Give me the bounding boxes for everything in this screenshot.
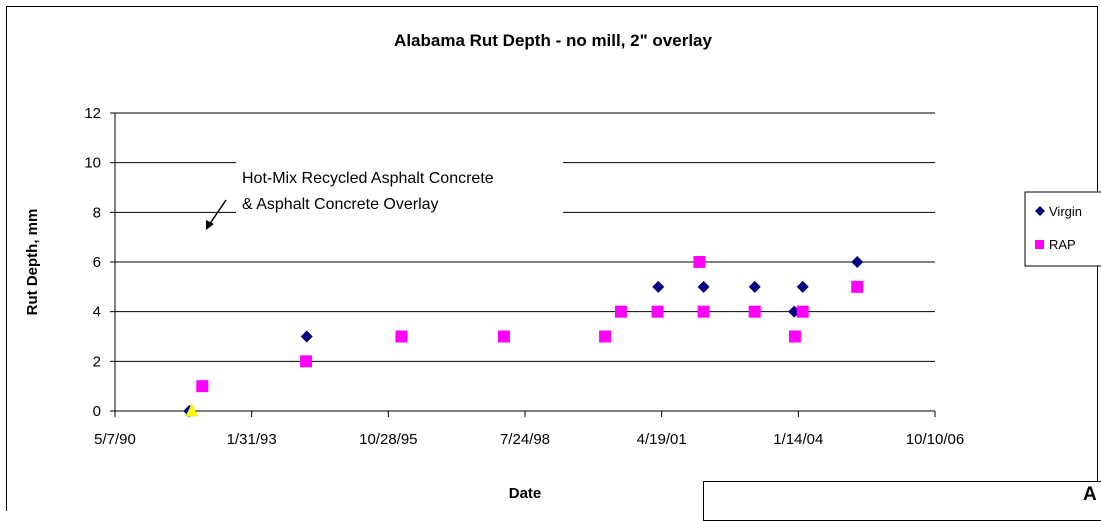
y-tick-label: 8 [93, 204, 101, 221]
data-point-rap [395, 330, 408, 343]
y-tick-label: 4 [93, 304, 101, 321]
data-point-rap [196, 380, 209, 393]
data-point-rap [599, 330, 612, 343]
y-tick-label: 10 [84, 155, 101, 172]
y-tick-label: 0 [93, 403, 101, 420]
x-tick-label: 1/14/04 [773, 431, 823, 448]
y-tick-label: 6 [93, 254, 101, 271]
data-point-rap [651, 305, 664, 318]
y-axis-title: Rut Depth, mm [24, 209, 41, 316]
annotation-line-1: Hot-Mix Recycled Asphalt Concrete [242, 170, 494, 187]
x-tick-label: 1/31/93 [227, 431, 277, 448]
x-tick-label: 4/19/01 [637, 431, 687, 448]
data-point-virgin [851, 256, 864, 268]
annotation-arrow-head [206, 220, 214, 230]
chart-title: Alabama Rut Depth - no mill, 2" overlay [394, 31, 712, 50]
x-tick-label: 7/24/98 [500, 431, 550, 448]
y-ticks: 0 2 4 6 8 10 12 [84, 105, 115, 420]
annotation: Hot-Mix Recycled Asphalt Concrete & Asph… [206, 160, 563, 230]
data-point-rap [748, 305, 761, 318]
data-point-rap [693, 256, 706, 268]
chart-area [6, 6, 1098, 511]
data-point-rap [614, 305, 627, 318]
data-point-virgin [697, 280, 710, 293]
legend: Virgin RAP [1024, 191, 1101, 267]
data-point-triangle [185, 403, 199, 417]
data-point-rap [796, 305, 809, 318]
data-points [183, 256, 864, 417]
overlapping-chart-fragment: A [703, 481, 1101, 521]
x-tick-label: 5/7/90 [94, 431, 136, 448]
grid-lines [115, 112, 935, 362]
annotation-line-2: & Asphalt Concrete Overlay [242, 196, 439, 213]
y-tick-label: 12 [84, 105, 101, 122]
y-tick-label: 2 [93, 353, 101, 370]
data-point-virgin [652, 280, 665, 293]
x-ticks: 5/7/90 1/31/93 10/28/95 7/24/98 4/19/01 1/14/… [94, 411, 964, 448]
legend-label-rap: RAP [1049, 237, 1076, 252]
data-point-rap [788, 330, 801, 343]
data-point-rap [300, 355, 313, 368]
x-axis-title: Date [509, 485, 542, 502]
legend-marker-rap [1035, 240, 1044, 249]
x-tick-label: 10/28/95 [359, 431, 417, 448]
data-point-rap [851, 280, 864, 293]
annotation-background [236, 160, 563, 214]
overlap-fragment-text: A [1083, 484, 1097, 505]
data-point-virgin [748, 280, 761, 293]
x-tick-label: 10/10/06 [906, 431, 964, 448]
legend-marker-virgin [1035, 206, 1045, 216]
data-point-virgin [796, 280, 809, 293]
data-point-rap [697, 305, 710, 318]
legend-label-virgin: Virgin [1049, 204, 1082, 219]
data-point-virgin [300, 330, 313, 343]
legend-box [1024, 191, 1101, 267]
annotation-arrow-shaft [208, 199, 227, 226]
data-point-rap [497, 330, 510, 343]
